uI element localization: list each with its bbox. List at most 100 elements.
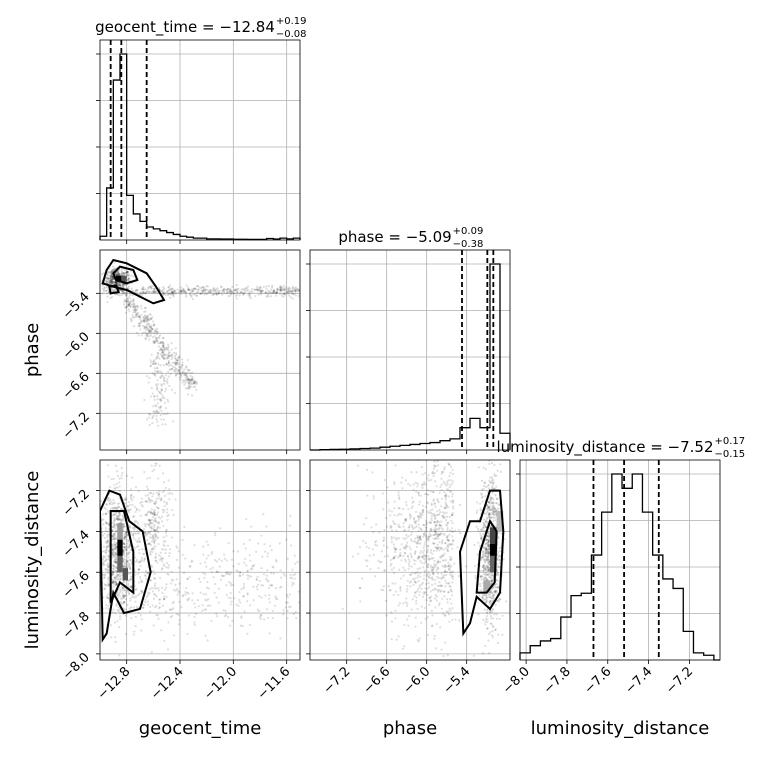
sample-point bbox=[156, 511, 160, 514]
sample-point bbox=[133, 630, 136, 633]
sample-point bbox=[421, 513, 424, 517]
sample-point bbox=[407, 624, 410, 627]
sample-point bbox=[105, 595, 109, 598]
sample-point bbox=[124, 311, 127, 314]
sample-point bbox=[134, 289, 138, 292]
sample-point bbox=[266, 552, 270, 555]
sample-point bbox=[483, 565, 486, 568]
sample-point bbox=[485, 511, 489, 514]
sample-point bbox=[487, 562, 491, 565]
sample-point bbox=[380, 560, 383, 563]
sample-point bbox=[484, 519, 488, 522]
sample-point bbox=[142, 318, 146, 321]
sample-point bbox=[126, 560, 129, 563]
sample-point bbox=[361, 577, 364, 580]
sample-point bbox=[171, 294, 174, 297]
sample-point bbox=[187, 288, 190, 292]
sample-point bbox=[246, 592, 249, 595]
sample-point bbox=[127, 582, 130, 585]
sample-point bbox=[188, 385, 191, 389]
sample-point bbox=[444, 585, 447, 588]
sample-point bbox=[429, 599, 432, 603]
sample-point bbox=[483, 524, 486, 527]
sample-point bbox=[496, 641, 499, 644]
sample-point bbox=[152, 624, 155, 627]
sample-point bbox=[248, 292, 251, 295]
sample-point bbox=[443, 595, 446, 598]
sample-point bbox=[487, 552, 491, 555]
sample-point bbox=[492, 505, 495, 508]
sample-point bbox=[128, 302, 131, 305]
sample-point bbox=[126, 300, 129, 303]
sample-point bbox=[375, 540, 378, 543]
sample-point bbox=[417, 580, 420, 583]
sample-point bbox=[135, 605, 139, 609]
sample-point bbox=[110, 275, 114, 278]
sample-point bbox=[170, 570, 173, 573]
sample-point bbox=[148, 543, 151, 546]
sample-point bbox=[217, 601, 220, 604]
title-sup: +0.19 bbox=[276, 16, 307, 27]
sample-point bbox=[266, 292, 269, 295]
sample-point bbox=[162, 524, 165, 528]
sample-point bbox=[128, 593, 131, 596]
sample-point bbox=[184, 374, 187, 377]
sample-point bbox=[157, 536, 160, 539]
sample-point bbox=[487, 506, 490, 509]
sample-point bbox=[253, 288, 256, 291]
sample-point bbox=[184, 291, 188, 294]
sample-point bbox=[485, 520, 488, 523]
sample-point bbox=[479, 532, 482, 535]
sample-point bbox=[176, 593, 179, 596]
sample-point bbox=[107, 596, 110, 600]
sample-point bbox=[140, 320, 143, 324]
sample-point bbox=[450, 574, 454, 577]
sample-point bbox=[172, 579, 175, 582]
sample-point bbox=[484, 555, 487, 558]
sample-point bbox=[187, 384, 191, 388]
sample-point bbox=[236, 291, 239, 294]
sample-point bbox=[208, 290, 211, 294]
sample-point bbox=[154, 383, 158, 386]
sample-point bbox=[475, 511, 478, 515]
sample-point bbox=[111, 278, 115, 281]
sample-point bbox=[479, 558, 483, 561]
sample-point bbox=[389, 589, 392, 592]
sample-point bbox=[167, 286, 171, 289]
sample-point bbox=[114, 561, 117, 564]
sample-point bbox=[170, 291, 173, 294]
sample-point bbox=[264, 291, 267, 295]
sample-point bbox=[443, 533, 446, 536]
sample-point bbox=[161, 355, 164, 358]
sample-point bbox=[493, 613, 496, 616]
sample-point bbox=[286, 601, 289, 604]
sample-point bbox=[450, 513, 453, 517]
sample-point bbox=[433, 587, 436, 590]
sample-point bbox=[405, 517, 408, 521]
sample-point bbox=[421, 473, 424, 476]
sample-point bbox=[155, 587, 158, 590]
sample-point bbox=[494, 501, 498, 505]
sample-point bbox=[130, 531, 133, 534]
sample-point bbox=[483, 560, 486, 563]
sample-point bbox=[161, 560, 164, 563]
sample-point bbox=[486, 544, 490, 548]
sample-point bbox=[171, 492, 174, 495]
sample-point bbox=[431, 569, 434, 572]
sample-point bbox=[164, 387, 168, 390]
sample-point bbox=[243, 610, 246, 613]
sample-point bbox=[125, 559, 128, 563]
sample-point bbox=[128, 304, 131, 307]
sample-point bbox=[187, 393, 190, 396]
sample-point bbox=[196, 285, 199, 288]
sample-point bbox=[491, 636, 494, 639]
sample-point bbox=[120, 293, 123, 296]
sample-point bbox=[149, 510, 152, 513]
sample-point bbox=[270, 584, 273, 587]
sample-point bbox=[157, 370, 160, 374]
sample-point bbox=[133, 442, 135, 444]
sample-point bbox=[130, 493, 133, 497]
sample-point bbox=[114, 577, 117, 580]
sample-point bbox=[124, 565, 127, 568]
sample-point bbox=[112, 581, 115, 584]
